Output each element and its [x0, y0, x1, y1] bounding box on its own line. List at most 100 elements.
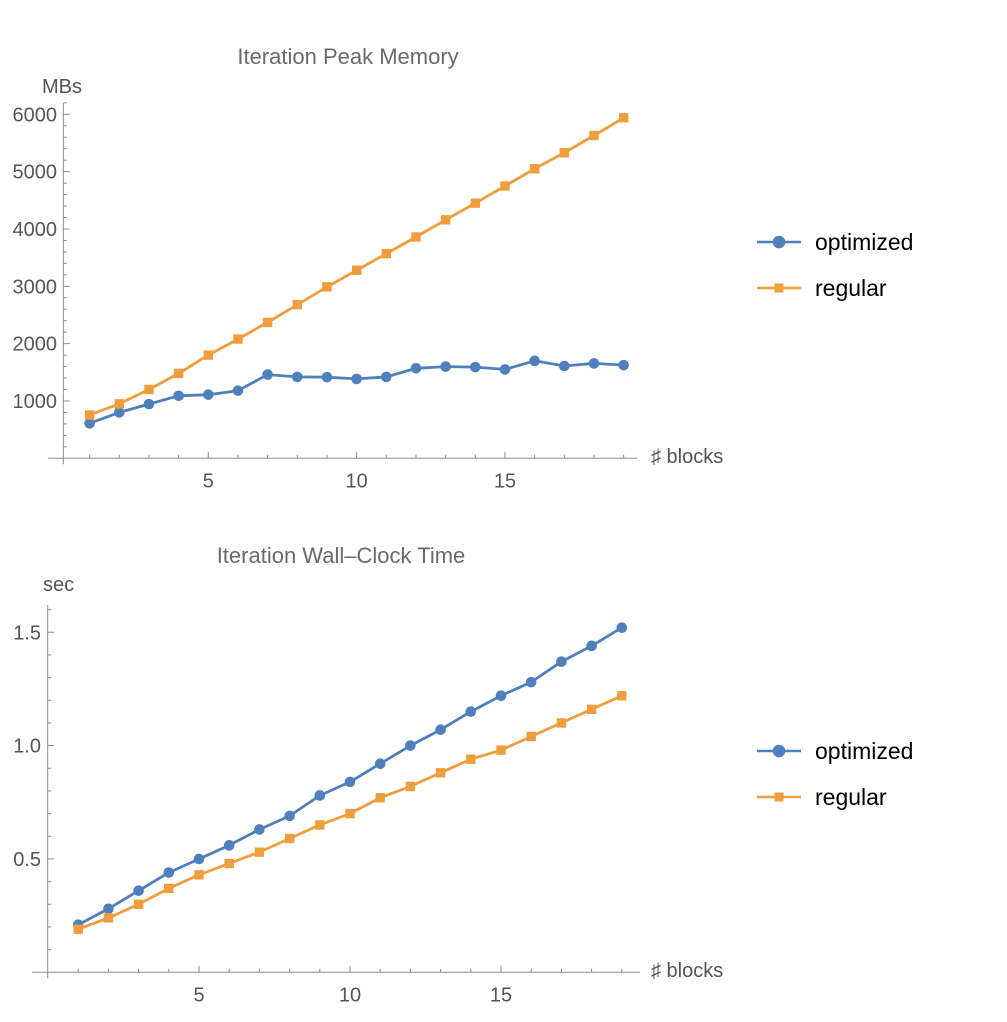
series-optimized-point — [616, 622, 628, 634]
series-regular-point — [381, 248, 391, 259]
series-regular-point — [133, 899, 144, 909]
series-regular-point — [315, 820, 325, 830]
series-optimized-point — [440, 361, 451, 372]
series-regular-point — [262, 317, 273, 328]
series-regular-point — [375, 793, 385, 803]
series-optimized-point — [374, 758, 386, 770]
series-optimized-point — [465, 706, 477, 717]
y-tick-label: 6000 — [13, 104, 58, 126]
series-regular-point — [173, 368, 184, 379]
series-optimized-point — [254, 824, 265, 835]
series-regular-point — [496, 745, 506, 755]
series-optimized-point — [143, 398, 155, 410]
legend-square-marker — [774, 283, 784, 293]
series-regular-point — [559, 148, 570, 158]
series-optimized-point — [262, 369, 273, 380]
legend-square-marker — [774, 792, 784, 802]
series-regular-point — [617, 691, 627, 701]
regular-line-marker-icon — [757, 283, 801, 293]
legend-label-optimized: optimized — [815, 738, 914, 764]
series-regular-point — [589, 130, 599, 141]
memory-chart-title: Iteration Peak Memory — [237, 44, 459, 69]
series-regular-point — [351, 265, 362, 275]
regular-line-marker-icon — [757, 792, 801, 802]
series-optimized-point — [113, 407, 125, 418]
series-optimized-point — [103, 903, 114, 915]
series-regular-point — [526, 731, 536, 742]
series-optimized-point — [202, 389, 214, 400]
series-regular-point — [405, 781, 416, 792]
series-optimized-point — [173, 390, 184, 402]
y-tick-label: 5000 — [13, 162, 58, 184]
time-y-axis-unit-label: sec — [43, 574, 75, 596]
x-tick-label: 5 — [203, 470, 214, 492]
series-optimized-point — [133, 885, 144, 896]
time-legend: optimized regular — [756, 738, 913, 830]
series-optimized-point — [588, 358, 600, 369]
x-tick-label: 15 — [494, 470, 516, 492]
series-regular-point — [284, 833, 295, 844]
series-regular-point — [466, 754, 476, 764]
series-regular-point — [322, 282, 332, 292]
series-regular-point — [73, 924, 83, 934]
series-regular-point — [529, 164, 540, 174]
series-optimized-point — [193, 853, 205, 865]
legend-item-regular: regular — [756, 784, 913, 810]
memory-legend: optimized regular — [756, 229, 913, 321]
series-regular-point — [618, 113, 629, 123]
series-optimized-point — [163, 867, 175, 878]
series-optimized-point — [284, 810, 295, 822]
series-optimized-point — [556, 656, 567, 668]
series-regular-point — [500, 181, 510, 191]
series-optimized-point — [232, 385, 244, 396]
series-regular-point — [254, 847, 265, 857]
optimized-line-marker-icon — [757, 235, 801, 249]
series-regular-point — [203, 350, 213, 360]
memory-plot-canvas: 5 10 15 1000 2000 3000 4000 5000 6000 — [13, 102, 637, 492]
legend-label-optimized: optimized — [815, 229, 914, 255]
legend-item-optimized: optimized — [756, 229, 913, 255]
memory-y-axis-unit-label: MBs — [42, 76, 82, 98]
time-chart-title: Iteration Wall–Clock Time — [216, 543, 466, 568]
x-tick-label: 5 — [193, 984, 204, 1006]
series-regular-point — [292, 299, 302, 310]
series-optimized-point — [84, 418, 95, 429]
y-tick-label: 1.0 — [13, 736, 41, 758]
series-optimized-point — [314, 790, 326, 801]
legend-item-regular: regular — [756, 275, 913, 301]
series-regular-point — [233, 334, 243, 344]
y-tick-label: 3000 — [13, 276, 58, 298]
legend-circle-marker — [772, 235, 786, 249]
series-optimized-point — [435, 724, 446, 736]
time-plot-canvas: 5 10 15 0.5 1.0 1.5 — [13, 605, 640, 1006]
series-optimized-line — [88, 359, 626, 425]
series-optimized-point — [405, 740, 416, 751]
series-regular-point — [224, 858, 234, 869]
y-tick-label: 4000 — [13, 219, 58, 241]
legend-item-optimized: optimized — [756, 738, 913, 764]
plot-group: 5 10 15 1000 2000 3000 4000 5000 6000 — [13, 102, 637, 492]
x-tick-label: 15 — [490, 984, 512, 1006]
series-regular-point — [411, 232, 421, 242]
series-optimized-point — [470, 361, 481, 373]
series-regular-point — [84, 410, 95, 420]
series-optimized-point — [344, 776, 356, 788]
series-optimized-line — [76, 626, 624, 927]
series-optimized-point — [529, 355, 540, 367]
plot-group: 5 10 15 0.5 1.0 1.5 — [13, 605, 640, 1006]
series-regular-point — [144, 384, 154, 395]
series-optimized-point — [618, 359, 629, 371]
series-optimized-point — [410, 362, 422, 374]
series-optimized-point — [321, 371, 333, 383]
series-regular-point — [435, 768, 446, 778]
series-optimized-point — [586, 640, 597, 652]
series-regular-point — [114, 399, 124, 409]
y-tick-label: 0.5 — [13, 849, 41, 871]
legend-label-regular: regular — [815, 275, 887, 301]
optimized-line-marker-icon — [757, 744, 801, 758]
memory-x-axis-unit-label: ♯ blocks — [651, 446, 724, 468]
series-regular-point — [556, 718, 567, 728]
series-optimized-point — [291, 371, 303, 383]
series-optimized-point — [525, 676, 537, 688]
